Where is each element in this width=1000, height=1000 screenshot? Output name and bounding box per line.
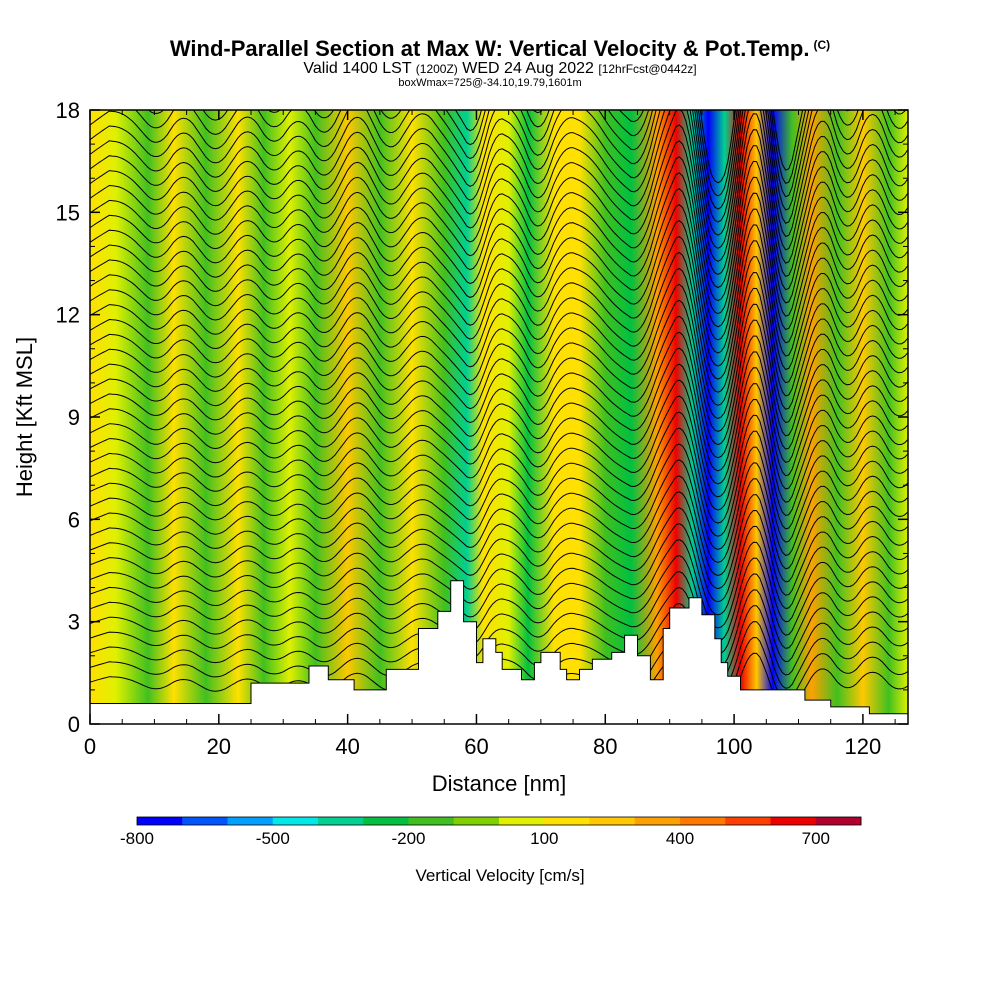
isentrope-line <box>90 110 908 262</box>
colorbar-swatch <box>318 817 364 825</box>
isentrope-line <box>90 188 908 341</box>
x-tick-label: 80 <box>593 734 617 759</box>
colorbar-tick-label: 700 <box>802 829 830 848</box>
isentrope-line <box>90 379 908 498</box>
forecast-info: [12hrFcst@0442z] <box>598 62 697 76</box>
chart-subtitle: Valid 1400 LST (1200Z) WED 24 Aug 2022 [… <box>0 60 1000 78</box>
isentrope-line <box>90 156 908 315</box>
colorbar-swatch <box>589 817 636 825</box>
y-axis-label: Height [Kft MSL] <box>12 337 37 497</box>
colorbar-swatch <box>499 817 545 825</box>
colorbar-swatch <box>680 817 726 825</box>
colorbar-swatch <box>363 817 409 825</box>
x-axis: 0 20 40 60 80 100 120 <box>84 110 896 759</box>
isentrope-line <box>90 618 908 694</box>
isentrope-line <box>90 110 908 236</box>
isentrope-line <box>90 283 908 419</box>
isentrope-line <box>90 110 908 249</box>
colorbar-swatch <box>227 817 274 825</box>
vertical-velocity-field <box>90 110 908 724</box>
isentrope-line <box>90 602 908 681</box>
isentrope-line <box>90 586 908 668</box>
isentrope-line <box>90 172 908 328</box>
valid-utc: (1200Z) <box>415 62 458 76</box>
colorbar-swatch <box>544 817 590 825</box>
chart-title: Wind-Parallel Section at Max W: Vertical… <box>0 36 1000 62</box>
isentrope-line <box>90 395 908 511</box>
colorbar-swatch <box>453 817 500 825</box>
colorbar-tick-label: -800 <box>120 829 154 848</box>
colorbar-tick-label: -500 <box>256 829 290 848</box>
isentrope-line <box>90 315 908 446</box>
y-tick-label: 9 <box>68 405 80 430</box>
box-info: boxWmax=725@-34.10,19.79,1601m <box>398 77 582 89</box>
y-tick-label: 18 <box>56 98 80 123</box>
colorbar-tick-label: 100 <box>530 829 558 848</box>
colorbar-swatch <box>272 817 319 825</box>
x-tick-label: 20 <box>207 734 231 759</box>
colorbar-swatch <box>725 817 771 825</box>
isentrope-line <box>90 363 908 485</box>
isentrope-line <box>90 427 908 537</box>
colorbar-label: Vertical Velocity [cm/s] <box>415 866 584 885</box>
x-tick-label: 60 <box>464 734 488 759</box>
title-main: Wind-Parallel Section at Max W: Vertical… <box>169 36 810 61</box>
isentrope-line <box>90 475 908 577</box>
isentrope-line <box>90 459 908 563</box>
isentrope-line <box>90 347 908 472</box>
colorbar-swatch <box>137 817 183 825</box>
y-axis: 0 3 6 9 12 15 18 <box>56 98 908 737</box>
isentrope-line <box>90 523 908 616</box>
y-tick-label: 6 <box>68 507 80 532</box>
isentrope-line <box>90 220 908 367</box>
x-tick-label: 40 <box>335 734 359 759</box>
colorbar-swatch <box>770 817 817 825</box>
isentrope-line <box>90 443 908 550</box>
y-tick-label: 3 <box>68 610 80 635</box>
isentrope-line <box>90 204 908 354</box>
isentrope-line <box>90 539 908 629</box>
x-tick-label: 0 <box>84 734 96 759</box>
valid-time: Valid 1400 LST <box>303 60 412 77</box>
isentrope-line <box>90 140 908 302</box>
colorbar-tick-label: -200 <box>391 829 425 848</box>
isentrope-line <box>147 110 907 197</box>
isentrope-line <box>90 110 908 210</box>
y-tick-label: 15 <box>56 200 80 225</box>
colorbar-swatch <box>634 817 681 825</box>
x-tick-label: 120 <box>845 734 882 759</box>
valid-date: WED 24 Aug 2022 <box>462 60 594 77</box>
isentrope-line <box>90 507 908 603</box>
colorbar: -800 -500 -200 100 400 700 <box>120 816 862 848</box>
isentrope-line <box>90 251 908 393</box>
colorbar-swatch <box>182 817 228 825</box>
isentrope-line <box>90 555 908 642</box>
title-copyright: (C) <box>813 38 831 52</box>
x-tick-label: 100 <box>716 734 753 759</box>
isentrope-line <box>90 411 908 524</box>
colorbar-frame <box>136 816 862 826</box>
isentrope-line <box>90 571 908 655</box>
isentrope-line <box>90 110 908 223</box>
colorbar-swatch <box>815 817 862 825</box>
y-tick-label: 12 <box>56 303 80 328</box>
x-axis-label: Distance [nm] <box>432 771 567 796</box>
colorbar-swatch <box>408 817 455 825</box>
isentrope-line <box>90 110 908 275</box>
isentrope-line <box>90 491 908 590</box>
isentrope-line <box>90 236 908 380</box>
isentrope-line <box>90 299 908 433</box>
y-tick-label: 0 <box>68 712 80 737</box>
isentrope-line <box>90 267 908 406</box>
isentrope-line <box>90 124 908 289</box>
colorbar-tick-label: 400 <box>666 829 694 848</box>
isentrope-line <box>90 331 908 459</box>
terrain <box>90 580 908 724</box>
